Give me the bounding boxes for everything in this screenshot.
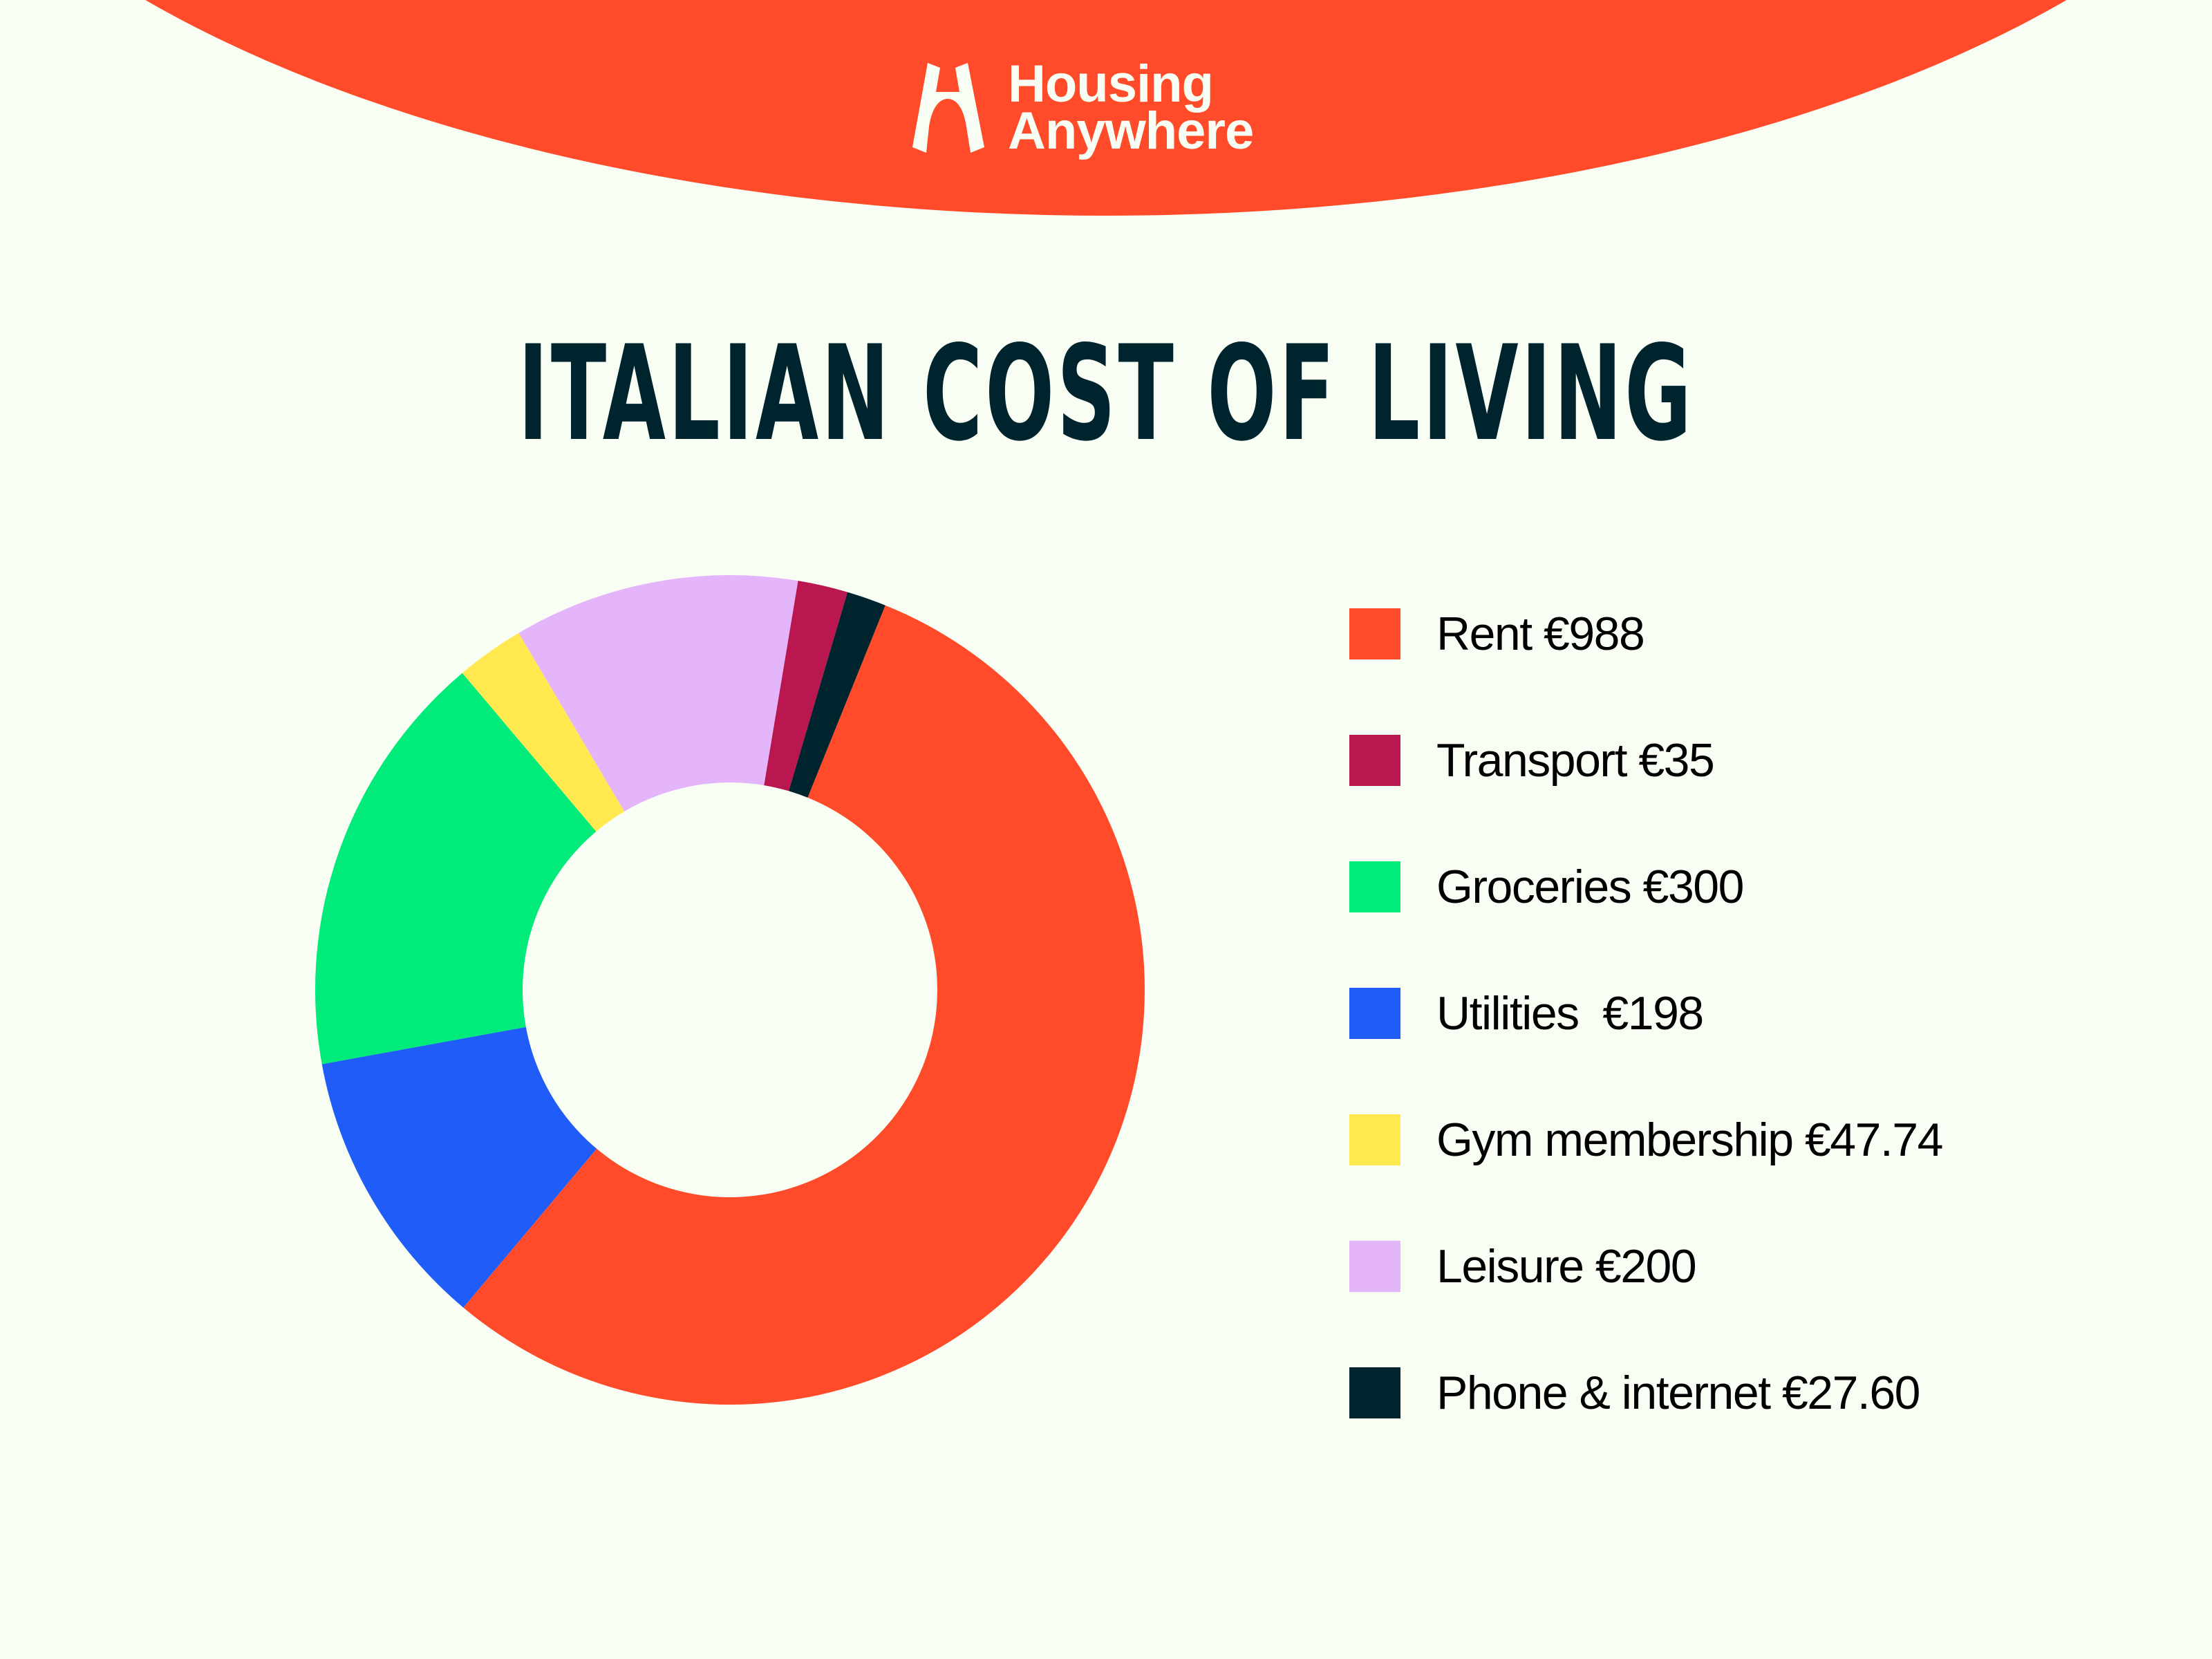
legend-swatch: [1349, 861, 1400, 912]
legend-label: Phone & internet €27.60: [1436, 1367, 1920, 1419]
housing-anywhere-h-icon: [912, 63, 984, 153]
brand-name-line1: Housing: [1008, 55, 1214, 113]
legend-swatch: [1349, 1367, 1400, 1418]
legend-label: Transport €35: [1436, 734, 1715, 787]
legend-swatch: [1349, 735, 1400, 786]
legend-label: Leisure €200: [1436, 1240, 1697, 1293]
donut-slice-groceries: [315, 673, 597, 1065]
legend-item-gym: Gym membership €47.74: [1349, 1114, 1943, 1166]
legend-item-rent: Rent €988: [1349, 608, 1942, 660]
brand-name-line2: Anywhere: [1008, 102, 1254, 160]
brand-name: Housing Anywhere: [1008, 55, 1254, 160]
legend-swatch: [1349, 608, 1400, 659]
legend-label: Gym membership €47.74: [1436, 1114, 1943, 1166]
donut-slice-phone-internet: [789, 592, 885, 798]
legend-item-utilities: Utilities €198: [1349, 987, 1942, 1040]
legend-item-leisure: Leisure €200: [1349, 1240, 1942, 1293]
page-title: ITALIAN COST OF LIVING: [518, 317, 1694, 470]
legend-swatch: [1349, 988, 1400, 1039]
legend-swatch: [1349, 1241, 1400, 1292]
legend-item-transport: Transport €35: [1349, 734, 1942, 787]
legend-label: Groceries €300: [1436, 861, 1744, 913]
chart-legend: Rent €988 Transport €35 Groceries €300 U…: [1349, 608, 1943, 1494]
legend-label: Rent €988: [1436, 608, 1645, 660]
legend-swatch: [1349, 1114, 1400, 1165]
legend-label: Utilities €198: [1436, 987, 1704, 1040]
brand-logo: Housing Anywhere: [912, 55, 1254, 160]
donut-slice-rent: [463, 605, 1145, 1405]
legend-item-phone: Phone & internet €27.60: [1349, 1367, 1942, 1419]
donut-slice-transport: [764, 581, 848, 791]
donut-slice-utilities: [321, 1027, 597, 1308]
donut-slice-leisure: [518, 575, 798, 812]
legend-item-groceries: Groceries €300: [1349, 861, 1942, 913]
donut-chart: [315, 575, 1145, 1405]
donut-slice-gym-membership: [462, 632, 625, 832]
